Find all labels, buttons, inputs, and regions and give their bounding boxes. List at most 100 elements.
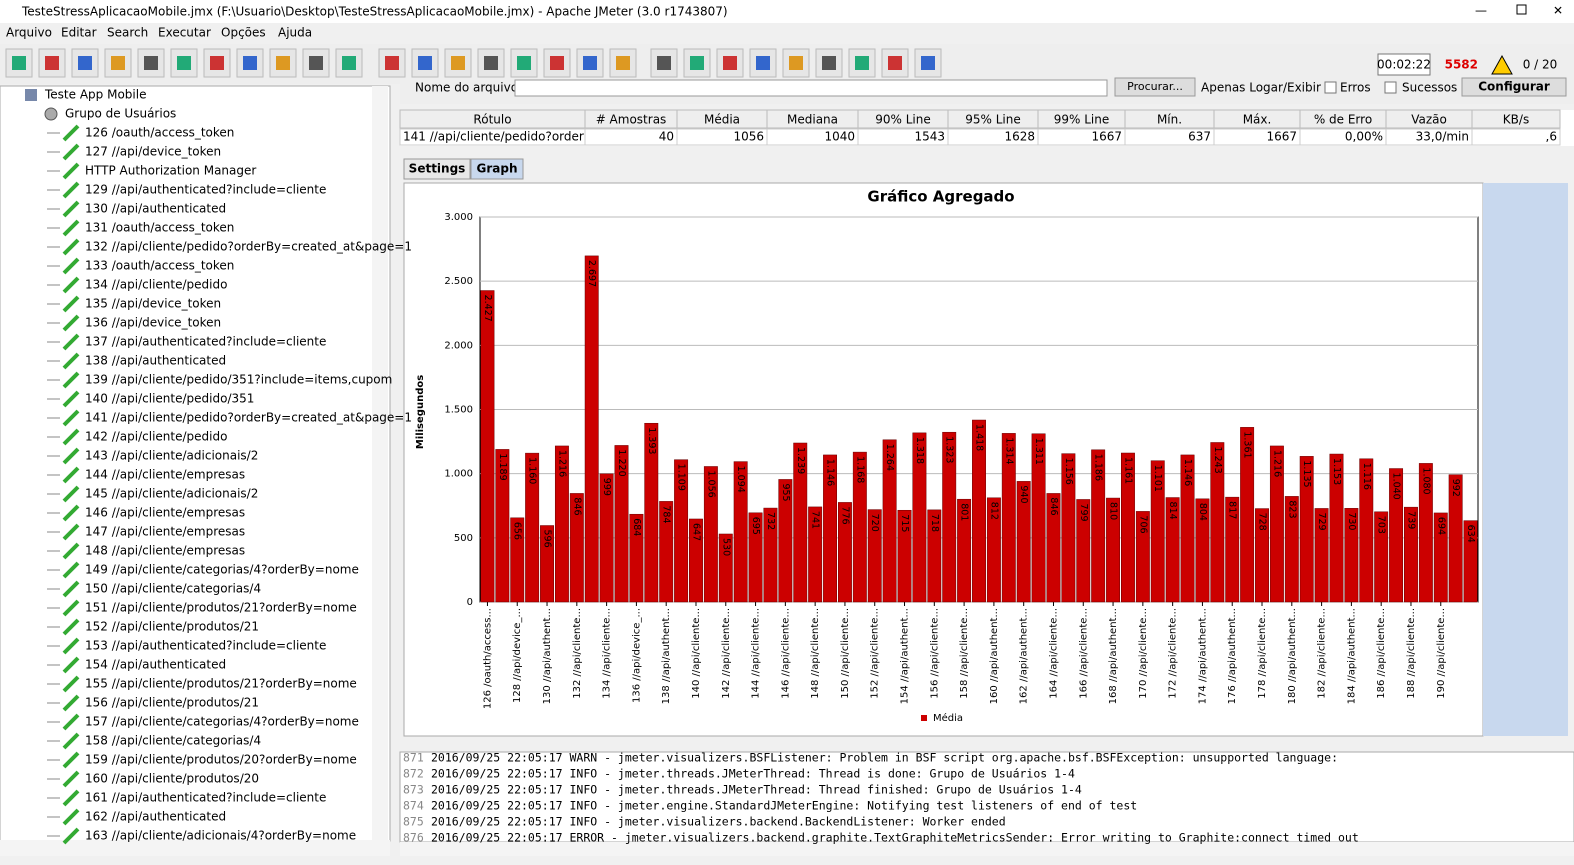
bar xyxy=(554,445,569,603)
tree-icon xyxy=(62,656,80,674)
header-label: 95% Line xyxy=(965,113,1021,127)
tree-item[interactable]: 152 //api/cliente/produtos/21 xyxy=(85,620,259,634)
cell-value: 1667 xyxy=(1266,130,1297,144)
bar xyxy=(867,509,882,603)
tree-icon xyxy=(62,238,80,256)
value-label: 1.101 xyxy=(1152,465,1163,492)
tree-item[interactable]: 137 //api/authenticated?include=cliente xyxy=(85,335,326,349)
bar xyxy=(1001,433,1016,603)
bar xyxy=(837,502,852,603)
tree-item[interactable]: 147 //api/cliente/empresas xyxy=(85,525,245,539)
value-label: 817 xyxy=(1227,501,1238,519)
tree-item[interactable]: 161 //api/authenticated?include=cliente xyxy=(85,791,326,805)
value-label: 1.160 xyxy=(527,457,538,484)
y-axis-label: Milisegundos xyxy=(415,375,426,449)
tree-item[interactable]: HTTP Authorization Manager xyxy=(85,164,256,178)
tree-item[interactable]: 150 //api/cliente/categorias/4 xyxy=(85,582,261,596)
tree-item[interactable]: 157 //api/cliente/categorias/4?orderBy=n… xyxy=(85,715,359,729)
tree-icon xyxy=(44,107,58,121)
bar xyxy=(1433,512,1448,603)
tree-root: Teste App Mobile xyxy=(44,88,146,102)
tree-item[interactable]: 141 //api/cliente/pedido?orderBy=created… xyxy=(85,411,412,425)
value-label: 739 xyxy=(1405,511,1416,529)
bar xyxy=(763,507,778,603)
tree-item[interactable]: 158 //api/cliente/categorias/4 xyxy=(85,734,261,748)
successes-check[interactable] xyxy=(1384,81,1397,94)
menu-item[interactable]: Executar xyxy=(158,26,211,40)
toolbar-icon xyxy=(451,56,465,70)
toolbar-button[interactable] xyxy=(137,48,165,78)
menu-item[interactable]: Opções xyxy=(221,26,266,40)
tree-item[interactable]: 131 /oauth/access_token xyxy=(85,221,234,235)
tree-icon xyxy=(62,561,80,579)
value-label: 804 xyxy=(1197,503,1208,521)
file-input[interactable] xyxy=(514,79,1108,97)
tree-item[interactable]: 146 //api/cliente/empresas xyxy=(85,506,245,520)
menu-item[interactable]: Ajuda xyxy=(278,26,312,40)
tree-item[interactable]: 136 //api/device_token xyxy=(85,316,221,330)
bar xyxy=(1061,453,1076,603)
tree-item[interactable]: 143 //api/cliente/adicionais/2 xyxy=(85,449,258,463)
x-tick-label: 160 //api/authent... xyxy=(989,608,1000,704)
tree-item[interactable]: 149 //api/cliente/categorias/4?orderBy=n… xyxy=(85,563,359,577)
tree-item[interactable]: 133 /oauth/access_token xyxy=(85,259,234,273)
header-label: 99% Line xyxy=(1054,113,1110,127)
menu-item[interactable]: Editar xyxy=(61,26,97,40)
value-label: 1.094 xyxy=(735,466,746,493)
tree-item[interactable]: 160 //api/cliente/produtos/20 xyxy=(85,772,259,786)
minimize[interactable]: — xyxy=(1475,4,1487,18)
tree-item[interactable]: 134 //api/cliente/pedido xyxy=(85,278,227,292)
tab[interactable] xyxy=(403,158,471,180)
tree-item[interactable]: 148 //api/cliente/empresas xyxy=(85,544,245,558)
tree-item[interactable]: 135 //api/device_token xyxy=(85,297,221,311)
tree-item[interactable]: 162 //api/authenticated xyxy=(85,810,226,824)
header-label: Mín. xyxy=(1157,113,1182,127)
errors-check[interactable] xyxy=(1324,81,1337,94)
tree-item[interactable]: 142 //api/cliente/pedido xyxy=(85,430,227,444)
menu-item[interactable]: Search xyxy=(107,26,148,40)
tree-item[interactable]: 163 //api/cliente/adicionais/4?orderBy=n… xyxy=(85,829,356,843)
tree-item[interactable]: 156 //api/cliente/produtos/21 xyxy=(85,696,259,710)
tree-icon xyxy=(62,219,80,237)
tree-item[interactable]: 138 //api/authenticated xyxy=(85,354,226,368)
tree-item[interactable]: 130 //api/authenticated xyxy=(85,202,226,216)
close[interactable]: ✕ xyxy=(1553,4,1563,18)
x-tick-label: 158 //api/cliente... xyxy=(959,608,970,699)
value-label: 1.318 xyxy=(914,437,925,464)
log-line-number: 875 xyxy=(403,815,424,829)
maximize[interactable] xyxy=(1516,4,1527,15)
toolbar-icon xyxy=(144,56,158,70)
tree-item[interactable]: 155 //api/cliente/produtos/21?orderBy=no… xyxy=(85,677,357,691)
cell-value: 1667 xyxy=(1091,130,1122,144)
configure-button[interactable] xyxy=(1461,77,1567,97)
menu-item[interactable]: Arquivo xyxy=(6,26,52,40)
header-label: Máx. xyxy=(1243,113,1272,127)
tree-item[interactable]: 145 //api/cliente/adicionais/2 xyxy=(85,487,258,501)
browse-button[interactable] xyxy=(1114,77,1196,97)
x-tick-label: 154 //api/authent... xyxy=(900,608,911,704)
tree-icon xyxy=(62,352,80,370)
toolbar-button[interactable] xyxy=(411,48,439,78)
tree-item[interactable]: 129 //api/authenticated?include=cliente xyxy=(85,183,326,197)
toolbar-icon xyxy=(385,56,399,70)
x-tick-label: 138 //api/authent... xyxy=(661,608,672,704)
tab[interactable] xyxy=(470,158,524,180)
header-label: Média xyxy=(704,113,740,127)
tree-item[interactable]: 159 //api/cliente/produtos/20?orderBy=no… xyxy=(85,753,357,767)
x-tick-label: 164 //api/cliente... xyxy=(1048,608,1059,699)
tree-item[interactable]: 151 //api/cliente/produtos/21?orderBy=no… xyxy=(85,601,357,615)
tree-item[interactable]: 126 /oauth/access_token xyxy=(85,126,234,140)
tree-item[interactable]: 127 //api/device_token xyxy=(85,145,221,159)
tree-item[interactable]: 144 //api/cliente/empresas xyxy=(85,468,245,482)
tree-icon xyxy=(62,200,80,218)
tree-item[interactable]: 140 //api/cliente/pedido/351 xyxy=(85,392,254,406)
bar xyxy=(986,497,1001,603)
toolbar-button[interactable] xyxy=(335,48,363,78)
tree-item[interactable]: 153 //api/authenticated?include=cliente xyxy=(85,639,326,653)
log-line: 2016/09/25 22:05:17 INFO - jmeter.thread… xyxy=(431,767,1075,781)
tree-item[interactable]: 139 //api/cliente/pedido/351?include=ite… xyxy=(85,373,392,387)
tree-item[interactable]: 132 //api/cliente/pedido?orderBy=created… xyxy=(85,240,412,254)
tree-item[interactable]: 154 //api/authenticated xyxy=(85,658,226,672)
